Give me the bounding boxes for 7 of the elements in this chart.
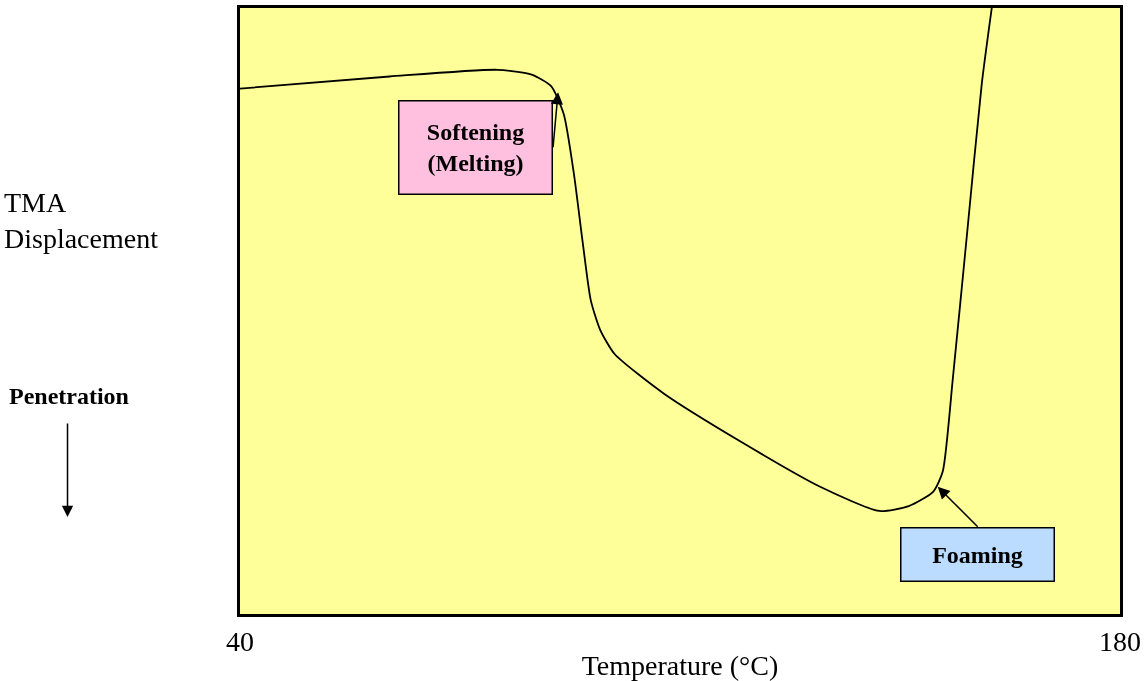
x-tick-label: 40 (226, 625, 254, 657)
annotation: Foaming (932, 541, 1023, 568)
y-axis-title: TMA Displacement (4, 187, 159, 255)
x-tick-label: 180 (1099, 625, 1141, 657)
annotation: Softening (Melting) (426, 118, 525, 177)
text: Penetration (9, 383, 129, 409)
x-axis-title: Temperature (°C) (581, 649, 779, 681)
